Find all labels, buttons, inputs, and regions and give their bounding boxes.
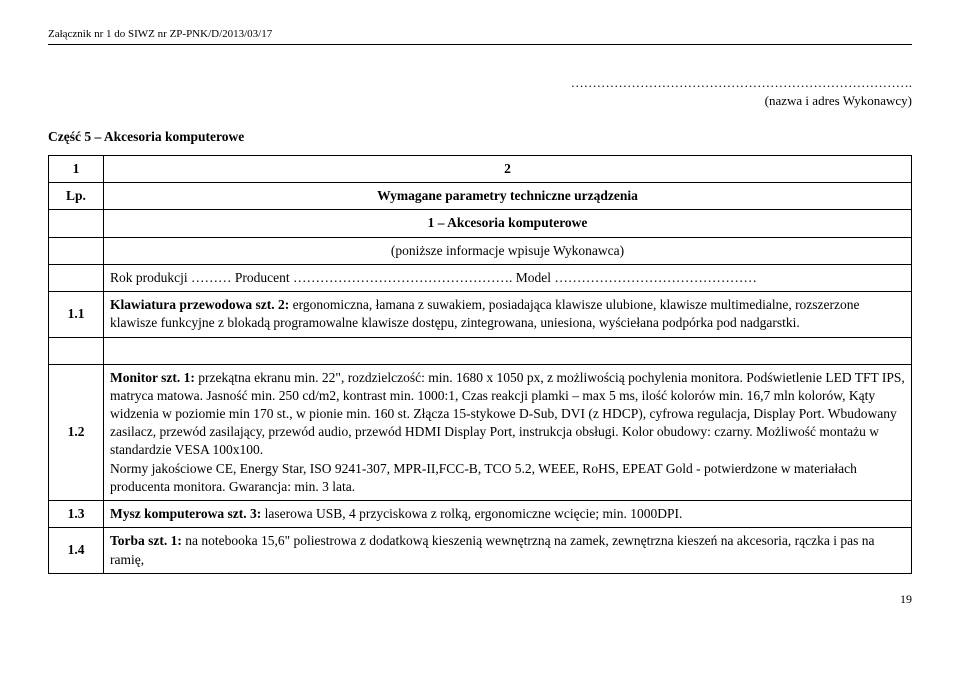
attachment-header: Załącznik nr 1 do SIWZ nr ZP-PNK/D/2013/… <box>48 28 912 40</box>
header-underline <box>48 44 912 45</box>
empty-cell <box>49 210 104 237</box>
name-address-label: (nazwa i adres Wykonawcy) <box>48 93 912 109</box>
col-1-header: 1 <box>49 156 104 183</box>
item-desc: na notebooka 15,6" poliestrowa z dodatko… <box>110 533 874 566</box>
accessories-subtitle: 1 – Akcesoria komputerowe <box>104 210 912 237</box>
item-title: Monitor szt. 1: <box>110 370 195 385</box>
row-number: 1.1 <box>49 292 104 337</box>
row-content: Klawiatura przewodowa szt. 2: ergonomicz… <box>104 292 912 337</box>
item-desc: laserowa USB, 4 przyciskowa z rolką, erg… <box>261 506 682 521</box>
table-row: (poniższe informacje wpisuje Wykonawca) <box>49 237 912 264</box>
dotted-fill-line: ……………………………………………………………………. <box>48 75 912 91</box>
row-content: Monitor szt. 1: przekątna ekranu min. 22… <box>104 364 912 501</box>
requirements-table: 1 2 Lp. Wymagane parametry techniczne ur… <box>48 155 912 574</box>
table-row: Lp. Wymagane parametry techniczne urządz… <box>49 183 912 210</box>
contractor-info-note: (poniższe informacje wpisuje Wykonawca) <box>104 237 912 264</box>
params-title: Wymagane parametry techniczne urządzenia <box>104 183 912 210</box>
col-2-header: 2 <box>104 156 912 183</box>
item-desc: przekątna ekranu min. 22", rozdzielczość… <box>110 370 905 494</box>
table-row: 1 – Akcesoria komputerowe <box>49 210 912 237</box>
item-title: Klawiatura przewodowa szt. 2: <box>110 297 289 312</box>
empty-cell <box>49 264 104 291</box>
table-row: 1.1 Klawiatura przewodowa szt. 2: ergono… <box>49 292 912 337</box>
table-header-row: 1 2 <box>49 156 912 183</box>
page-number: 19 <box>48 592 912 607</box>
table-row: Rok produkcji ……… Producent ………………………………… <box>49 264 912 291</box>
spacer-cell <box>49 337 104 364</box>
row-content: Torba szt. 1: na notebooka 15,6" poliest… <box>104 528 912 573</box>
table-row: 1.4 Torba szt. 1: na notebooka 15,6" pol… <box>49 528 912 573</box>
row-number: 1.4 <box>49 528 104 573</box>
product-fields-line: Rok produkcji ……… Producent ………………………………… <box>104 264 912 291</box>
row-number: 1.2 <box>49 364 104 501</box>
table-row: 1.2 Monitor szt. 1: przekątna ekranu min… <box>49 364 912 501</box>
item-title: Mysz komputerowa szt. 3: <box>110 506 261 521</box>
section-title: Część 5 – Akcesoria komputerowe <box>48 129 912 145</box>
table-row: 1.3 Mysz komputerowa szt. 3: laserowa US… <box>49 501 912 528</box>
lp-label: Lp. <box>49 183 104 210</box>
item-title: Torba szt. 1: <box>110 533 182 548</box>
row-number: 1.3 <box>49 501 104 528</box>
spacer-cell <box>104 337 912 364</box>
spacer-row <box>49 337 912 364</box>
row-content: Mysz komputerowa szt. 3: laserowa USB, 4… <box>104 501 912 528</box>
empty-cell <box>49 237 104 264</box>
